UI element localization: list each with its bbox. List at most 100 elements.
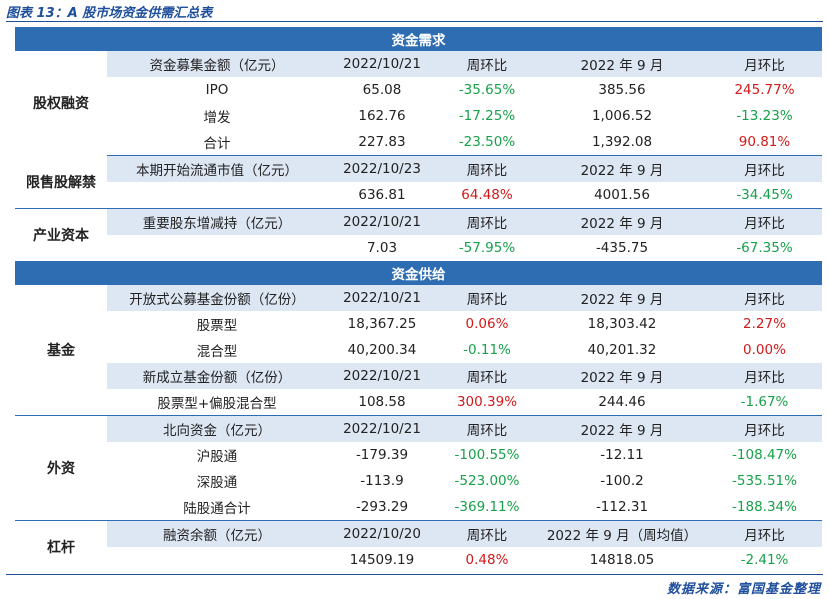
group-equity: 股权融资: [33, 96, 89, 113]
mom-cell: -2.41%: [740, 552, 789, 568]
wow-cell: 0.48%: [465, 552, 509, 568]
value-cell: 162.76: [358, 108, 406, 124]
row-label: 混合型: [196, 344, 238, 360]
header-cell: 月环比: [707, 285, 822, 311]
fund-new-header-row: 新成立基金份额（亿份） 2022/10/21 周环比 2022 年 9 月 月环…: [15, 363, 822, 389]
figure-caption: 图表 13：A 股市场资金供需汇总表: [6, 6, 213, 21]
header-cell: 周环比: [437, 363, 537, 389]
row-label: [107, 235, 327, 261]
wow-cell: 0.06%: [465, 316, 509, 332]
header-cell: 资金募集金额（亿元）: [107, 51, 327, 77]
value-cell: 108.58: [327, 389, 437, 416]
mom-cell: -1.67%: [707, 389, 822, 416]
mom-cell: -34.45%: [707, 182, 822, 209]
value-cell: -113.9: [360, 473, 404, 489]
value-cell: 40,201.32: [587, 342, 657, 358]
group-leverage: 杠杆: [47, 540, 75, 556]
header-cell: 新成立基金份额（亿份）: [107, 363, 327, 389]
wow-cell: -17.25%: [458, 108, 516, 124]
band-supply: 资金供给: [15, 261, 822, 285]
table-row: 合计 227.83 -23.50% 1,392.08 90.81%: [15, 129, 822, 156]
mom-cell: -13.23%: [736, 108, 793, 124]
row-label: IPO: [205, 82, 229, 98]
header-cell: 月环比: [707, 415, 822, 442]
header-cell: 2022/10/23: [327, 155, 437, 182]
row-label: 合计: [107, 129, 327, 156]
header-cell: 本期开始流通市值（亿元）: [107, 155, 327, 182]
table-row: 陆股通合计 -293.29 -369.11% -112.31 -188.34%: [15, 494, 822, 521]
header-cell: 2022 年 9 月（周均值）: [537, 520, 707, 547]
data-source: 数据来源：富国基金整理: [666, 582, 821, 597]
header-cell: 2022/10/21: [327, 51, 437, 77]
mom-cell: -188.34%: [707, 494, 822, 521]
header-cell: 周环比: [437, 208, 537, 235]
mom-cell: -535.51%: [732, 473, 797, 489]
value-cell: 65.08: [362, 82, 402, 98]
wow-cell: -100.55%: [454, 447, 520, 463]
wow-cell: -57.95%: [458, 240, 516, 256]
row-label: [107, 182, 327, 209]
header-cell: 2022/10/21: [327, 285, 437, 311]
value-cell: 18,367.25: [347, 316, 417, 332]
mom-cell: 2.27%: [743, 316, 786, 332]
value-cell: 14509.19: [349, 552, 415, 568]
header-cell: 2022 年 9 月: [537, 415, 707, 442]
header-cell: 2022 年 9 月: [537, 285, 707, 311]
wow-cell: -523.00%: [454, 473, 520, 489]
value-cell: 385.56: [598, 82, 646, 98]
mom-cell: 0.00%: [743, 342, 786, 358]
header-cell: 融资余额（亿元）: [107, 520, 327, 547]
table-row: 股票型 18,367.25 0.06% 18,303.42 2.27%: [15, 311, 822, 337]
mom-cell: 90.81%: [707, 129, 822, 156]
band-demand: 资金需求: [15, 27, 822, 51]
top-rule: [6, 21, 823, 22]
header-cell: 周环比: [437, 285, 537, 311]
group-industry: 产业资本: [33, 228, 89, 244]
table-row: 636.81 64.48% 4001.56 -34.45%: [15, 182, 822, 209]
header-cell: 月环比: [707, 520, 822, 547]
wow-cell: -35.65%: [458, 82, 516, 98]
value-cell: -179.39: [355, 447, 409, 463]
header-cell: 2022/10/21: [327, 208, 437, 235]
wow-cell: 300.39%: [437, 389, 537, 416]
row-label: 增发: [203, 110, 231, 126]
header-cell: 周环比: [437, 51, 537, 77]
value-cell: -293.29: [327, 494, 437, 521]
table-row: 沪股通 -179.39 -100.55% -12.11 -108.47%: [15, 442, 822, 468]
value-cell: -112.31: [537, 494, 707, 521]
value-cell: 1,392.08: [537, 129, 707, 156]
mom-cell: -108.47%: [732, 447, 797, 463]
value-cell: 40,200.34: [347, 342, 417, 358]
group-fund: 基金: [15, 285, 107, 416]
band-demand-title: 资金需求: [15, 27, 822, 51]
header-cell: 月环比: [707, 208, 822, 235]
bottom-rule: [6, 574, 823, 575]
row-label: 股票型+偏股混合型: [107, 389, 327, 416]
row-label: 深股通: [196, 475, 238, 491]
row-label: 沪股通: [196, 449, 238, 465]
value-cell: 18,303.42: [587, 316, 657, 332]
group-lockup: 限售股解禁: [15, 155, 107, 209]
value-cell: -435.75: [595, 240, 649, 256]
fund-header-row: 基金 开放式公募基金份额（亿份） 2022/10/21 周环比 2022 年 9…: [15, 285, 822, 416]
row-label: 陆股通合计: [107, 494, 327, 521]
header-cell: 月环比: [707, 51, 822, 77]
table-row: 增发 162.76 -17.25% 1,006.52 -13.23%: [15, 103, 822, 129]
header-cell: 月环比: [707, 155, 822, 182]
mom-cell: -67.35%: [736, 240, 793, 256]
table-row: IPO 65.08 -35.65% 385.56 245.77%: [15, 77, 822, 103]
table-row: 混合型 40,200.34 -0.11% 40,201.32 0.00%: [15, 337, 822, 363]
table-row: 股票型+偏股混合型 108.58 300.39% 244.46 -1.67%: [15, 389, 822, 416]
header-cell: 2022 年 9 月: [537, 51, 707, 77]
header-cell: 周环比: [437, 155, 537, 182]
value-cell: 7.03: [366, 240, 398, 256]
header-cell: 北向资金（亿元）: [107, 415, 327, 442]
header-cell: 周环比: [437, 415, 537, 442]
value-cell: 636.81: [327, 182, 437, 209]
value-cell: 244.46: [537, 389, 707, 416]
foreign-header-row: 外资 北向资金（亿元） 2022/10/21 周环比 2022 年 9 月 月环…: [15, 415, 822, 521]
lockup-header-row: 限售股解禁 本期开始流通市值（亿元） 2022/10/23 周环比 2022 年…: [15, 155, 822, 209]
value-cell: 14818.05: [589, 552, 655, 568]
table-row: 14509.19 0.48% 14818.05 -2.41%: [15, 547, 822, 573]
group-foreign: 外资: [15, 415, 107, 521]
